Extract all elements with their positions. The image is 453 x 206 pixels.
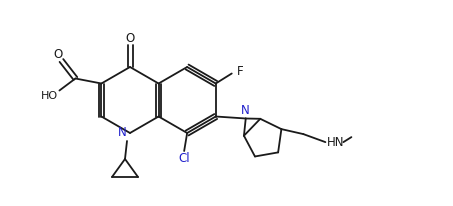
Text: N: N — [241, 104, 250, 117]
Text: HN: HN — [327, 136, 344, 149]
Text: F: F — [236, 65, 243, 78]
Text: N: N — [118, 126, 126, 139]
Text: HO: HO — [41, 90, 58, 101]
Text: Cl: Cl — [178, 152, 190, 165]
Text: O: O — [125, 32, 135, 44]
Text: O: O — [54, 48, 63, 61]
